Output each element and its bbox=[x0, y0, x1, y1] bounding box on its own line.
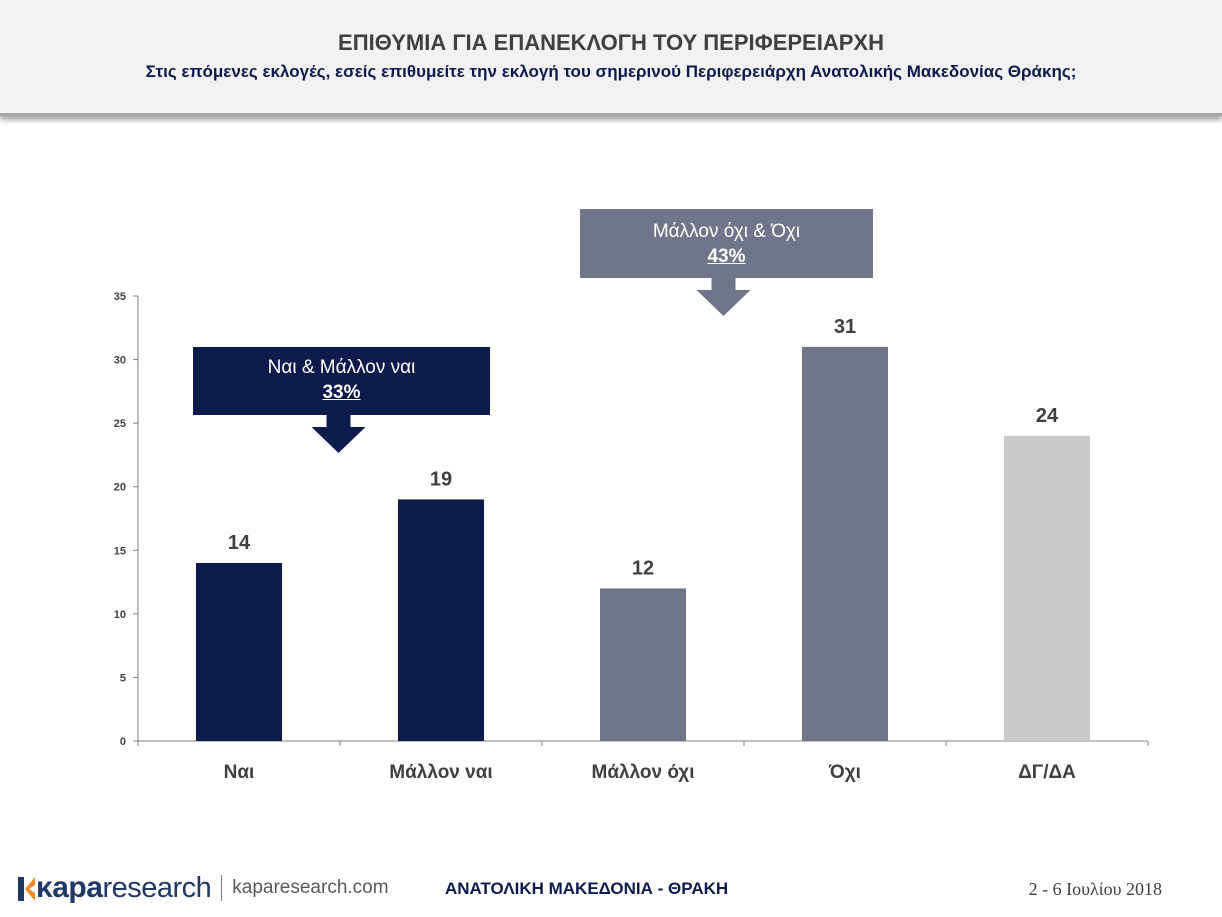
bar-value-label: 14 bbox=[228, 532, 251, 554]
callout-yes-text: Ναι & Μάλλον ναι 33% bbox=[193, 355, 490, 405]
kapa-research-logo: κapa research kaparesearch.com bbox=[18, 870, 389, 906]
callout-no-value: 43% bbox=[707, 246, 746, 267]
y-tick-label: 20 bbox=[114, 482, 126, 494]
category-label: Όχι bbox=[828, 762, 861, 783]
logo-kapa-text: κapa bbox=[36, 871, 103, 904]
footer-region: ΑΝΑΤΟΛΙΚΗ ΜΑΚΕΔΟΝΙΑ - ΘΡΑΚΗ bbox=[445, 879, 729, 898]
bar-value-label: 31 bbox=[834, 316, 856, 338]
logo-research-text: research bbox=[102, 871, 212, 904]
bar bbox=[398, 499, 484, 741]
page-title: ΕΠΙΘΥΜΙΑ ΓΙΑ ΕΠΑΝΕΚΛΟΓΗ ΤΟΥ ΠΕΡΙΦΕΡΕΙΑΡΧ… bbox=[338, 30, 884, 55]
callout-no-label: Μάλλον όχι & Όχι bbox=[652, 221, 801, 242]
y-tick-label: 25 bbox=[114, 418, 126, 430]
bar-value-label: 12 bbox=[632, 557, 654, 579]
y-tick-label: 5 bbox=[120, 672, 126, 684]
y-tick-label: 10 bbox=[114, 609, 126, 621]
bar bbox=[802, 346, 888, 741]
kapa-logo-icon bbox=[18, 877, 35, 901]
callout-yes-label: Ναι & Μάλλον ναι bbox=[267, 357, 416, 378]
callout-no-text: Μάλλον όχι & Όχι 43% bbox=[580, 219, 873, 269]
callout-yes-value: 33% bbox=[322, 382, 361, 403]
category-label: Μάλλον όχι bbox=[592, 762, 695, 783]
page-subtitle: Στις επόμενες εκλογές, εσείς επιθυμείτε … bbox=[145, 62, 1077, 81]
category-label: Μάλλον ναι bbox=[389, 762, 492, 783]
logo-separator bbox=[221, 875, 223, 901]
category-label: ΔΓ/ΔΑ bbox=[1018, 762, 1076, 783]
y-tick-label: 30 bbox=[114, 355, 126, 367]
callout-yes-arrow-icon bbox=[311, 415, 366, 453]
callout-yes-box bbox=[193, 347, 490, 415]
logo-url: kaparesearch.com bbox=[232, 877, 389, 898]
bar-value-label: 19 bbox=[430, 468, 452, 490]
y-tick-label: 15 bbox=[114, 545, 126, 557]
y-tick-label: 35 bbox=[114, 291, 126, 303]
y-tick-label: 0 bbox=[120, 736, 126, 748]
header-banner: ΕΠΙΘΥΜΙΑ ΓΙΑ ΕΠΑΝΕΚΛΟΓΗ ΤΟΥ ΠΕΡΙΦΕΡΕΙΑΡΧ… bbox=[0, 0, 1222, 116]
bar bbox=[1004, 435, 1090, 741]
footer-date: 2 - 6 Ιουλίου 2018 bbox=[1028, 879, 1162, 899]
bar bbox=[196, 563, 282, 741]
bar-value-label: 24 bbox=[1036, 405, 1059, 427]
callout-no-arrow-icon bbox=[696, 278, 751, 316]
callout-no-box bbox=[580, 209, 873, 278]
bar bbox=[600, 588, 686, 741]
category-label: Ναι bbox=[224, 762, 255, 783]
